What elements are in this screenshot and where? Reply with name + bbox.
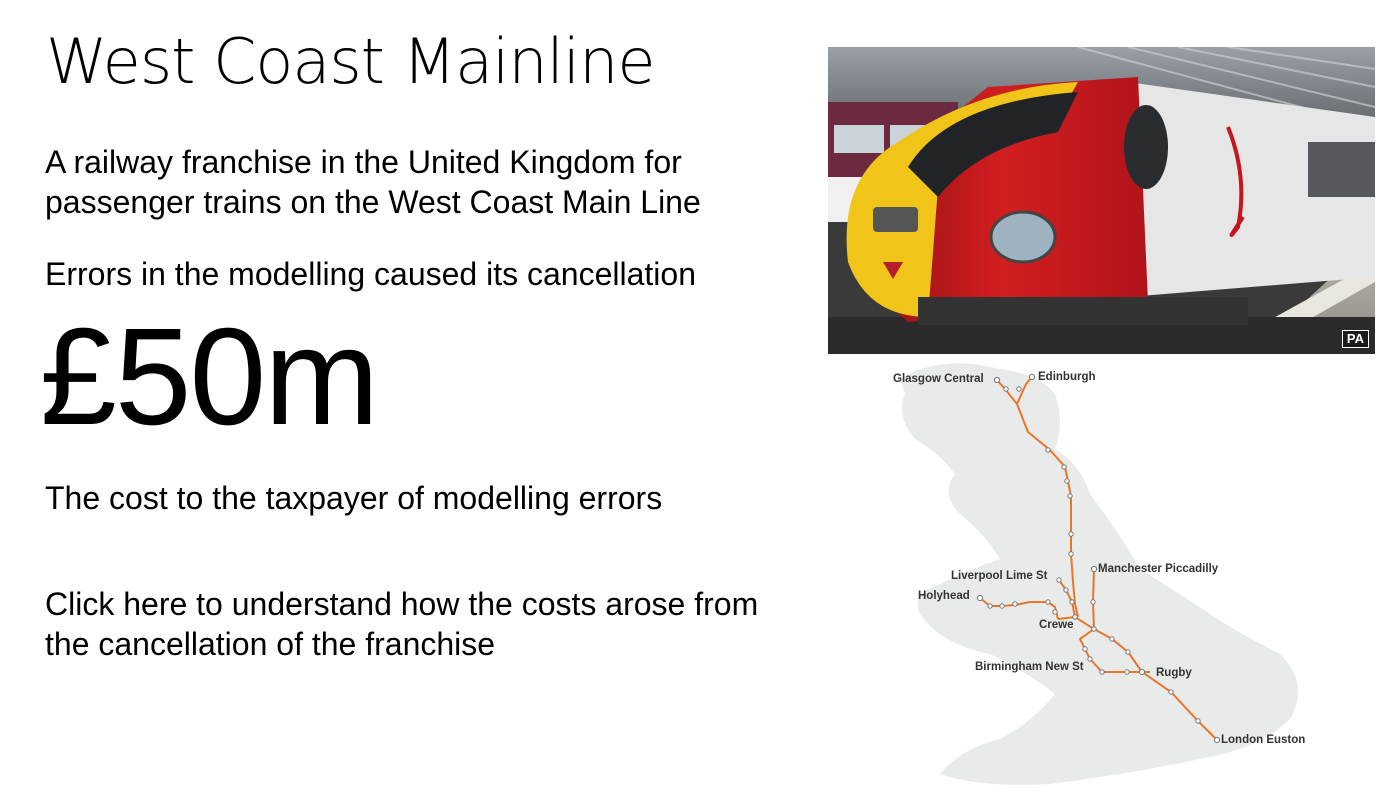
great-britain-landmass xyxy=(900,363,1298,785)
west-coast-route-map: Glasgow Central Edinburgh Manchester Pic… xyxy=(893,363,1305,785)
route-map: Glasgow Central Edinburgh Manchester Pic… xyxy=(880,354,1320,788)
station-label-rugby: Rugby xyxy=(1156,667,1192,679)
station-label-london: London Euston xyxy=(1221,734,1305,746)
station-label-manchester: Manchester Piccadilly xyxy=(1098,563,1219,575)
station-label-birmingham: Birmingham New St xyxy=(975,661,1084,673)
station-label-liverpool: Liverpool Lime St xyxy=(951,570,1048,582)
costs-explanation-link[interactable]: Click here to understand how the costs a… xyxy=(45,586,759,662)
station-markers xyxy=(976,373,1221,744)
photo-credit-badge: PA xyxy=(1341,330,1369,348)
cost-caption: The cost to the taxpayer of modelling er… xyxy=(45,480,663,516)
station-label-edinburgh: Edinburgh xyxy=(1038,371,1096,383)
train-photo: PA xyxy=(828,47,1375,354)
station-label-crewe: Crewe xyxy=(1039,619,1074,631)
errors-statement: Errors in the modelling caused its cance… xyxy=(45,256,696,292)
franchise-description: A railway franchise in the United Kingdo… xyxy=(45,144,701,220)
cost-figure: £50m xyxy=(40,300,379,454)
station-label-glasgow: Glasgow Central xyxy=(893,373,984,385)
pendolino-train-illustration xyxy=(828,47,1375,354)
slide-title: West Coast Mainline xyxy=(46,25,656,98)
station-label-holyhead: Holyhead xyxy=(918,590,970,602)
